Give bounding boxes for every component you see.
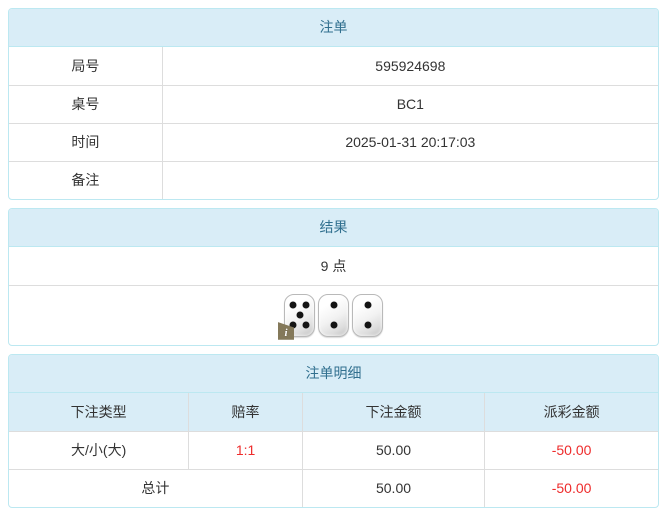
- bet-type-value: 大/小(大): [9, 430, 189, 469]
- bet-order-panel: 注单 局号 595924698 桌号 BC1 时间 2025-01-31 20:…: [8, 8, 659, 200]
- column-header-bet-type: 下注类型: [9, 393, 189, 431]
- table-row: 时间 2025-01-31 20:17:03: [9, 122, 658, 161]
- dice-strip: i: [17, 293, 650, 340]
- row-label: 时间: [9, 122, 163, 161]
- odds-value: 1:1: [188, 430, 303, 469]
- info-badge-icon[interactable]: i: [278, 322, 294, 340]
- total-label: 总计: [9, 468, 303, 507]
- die-2-icon: [352, 293, 383, 337]
- table-row: 桌号 BC1: [9, 84, 658, 123]
- die-pip: [289, 321, 297, 329]
- details-header-row: 下注类型 赔率 下注金额 派彩金额: [9, 393, 658, 431]
- die-pip: [364, 301, 371, 309]
- time-value: 2025-01-31 20:17:03: [161, 122, 658, 161]
- details-total-row: 总计 50.00 -50.00: [9, 468, 658, 507]
- row-label: 局号: [71, 57, 100, 74]
- remark-value: [161, 160, 658, 199]
- result-points: 9 点: [320, 257, 347, 274]
- column-header-odds: 赔率: [188, 393, 303, 431]
- table-row: 备注: [9, 160, 658, 199]
- bet-details-table: 下注类型 赔率 下注金额 派彩金额 大/小(大) 1:1 50.00 -50.0…: [9, 393, 658, 507]
- round-number-value: 595924698: [161, 47, 658, 85]
- die-5-icon: i: [278, 293, 315, 340]
- result-title: 结果: [9, 209, 658, 247]
- result-panel: 结果 9 点 i: [8, 208, 659, 346]
- die-pip: [302, 301, 310, 309]
- die-pip: [296, 311, 303, 319]
- total-payout: -50.00: [484, 468, 658, 507]
- payout-value: -50.00: [484, 430, 658, 469]
- die-pip: [330, 301, 337, 309]
- bet-order-title: 注单: [9, 9, 658, 47]
- dice-cell: i: [9, 284, 658, 345]
- table-row: 局号 595924698: [9, 47, 658, 85]
- total-bet-amount: 50.00: [301, 468, 485, 507]
- row-label: 桌号: [9, 84, 163, 123]
- die-pip: [364, 321, 371, 329]
- row-label: 备注: [9, 160, 163, 199]
- die-2-icon: [318, 293, 349, 337]
- table-row: 9 点: [9, 247, 658, 285]
- bet-details-title: 注单明细: [9, 355, 658, 393]
- result-table: 9 点 i: [9, 247, 658, 345]
- column-header-bet-amount: 下注金额: [301, 393, 485, 431]
- details-data-row: 大/小(大) 1:1 50.00 -50.00: [9, 430, 658, 469]
- table-row: i: [9, 284, 658, 345]
- die-pip: [302, 321, 310, 329]
- bet-order-table: 局号 595924698 桌号 BC1 时间 2025-01-31 20:17:…: [9, 47, 658, 199]
- table-number-value: BC1: [161, 84, 658, 123]
- die-pip: [289, 301, 297, 309]
- column-header-payout: 派彩金额: [484, 393, 658, 431]
- bet-amount-value: 50.00: [301, 430, 485, 469]
- bet-details-panel: 注单明细 下注类型 赔率 下注金额 派彩金额 大/小(大) 1:1 50.00 …: [8, 354, 659, 508]
- die-pip: [330, 321, 337, 329]
